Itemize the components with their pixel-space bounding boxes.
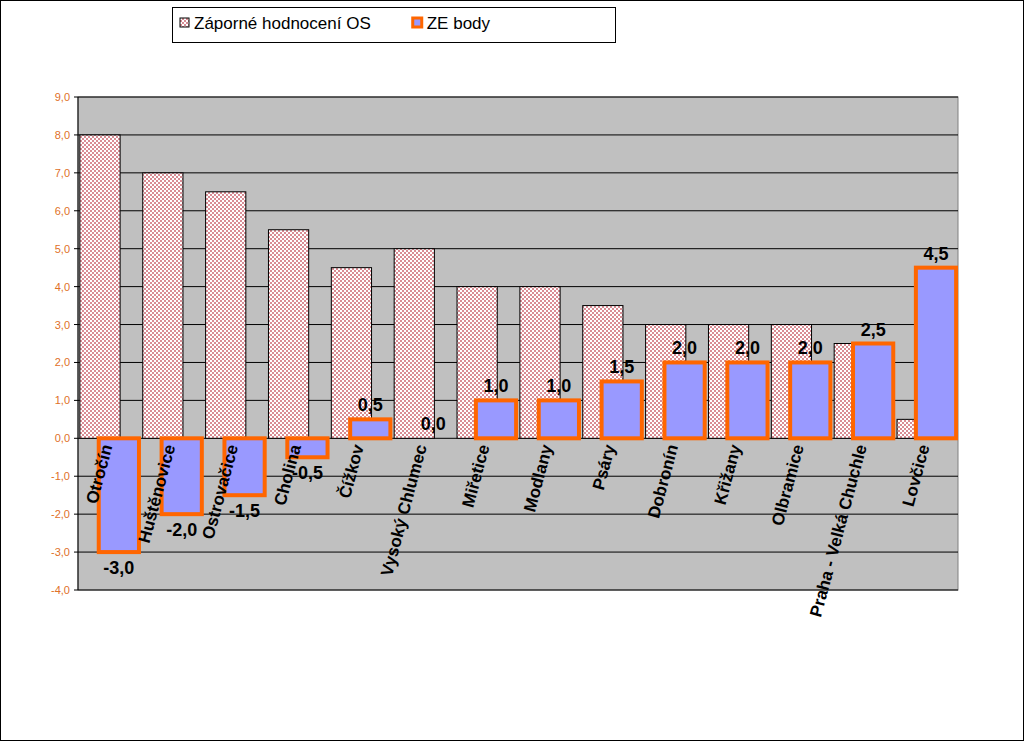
tick-label: 4,0 xyxy=(55,281,70,293)
bar xyxy=(413,436,453,440)
data-label: 0,5 xyxy=(358,395,383,415)
data-label: 2,0 xyxy=(735,338,760,358)
tick-label: -3,0 xyxy=(51,546,70,558)
bar xyxy=(602,381,642,438)
category-label: Modlany xyxy=(520,442,556,514)
plot-area xyxy=(78,97,958,590)
bar xyxy=(727,362,767,438)
data-label: 1,5 xyxy=(609,357,634,377)
tick xyxy=(74,552,78,553)
data-label: 2,0 xyxy=(672,338,697,358)
data-label: 1,0 xyxy=(546,376,571,396)
data-label: -1,5 xyxy=(229,501,260,521)
data-label: 2,0 xyxy=(798,338,823,358)
category-label: Cholina xyxy=(271,442,306,508)
tick-label: 0,0 xyxy=(55,432,70,444)
category-label: Praha - Velká Chuchle xyxy=(806,442,870,619)
bar xyxy=(539,400,579,438)
y-axis xyxy=(78,97,79,590)
tick xyxy=(74,590,78,591)
bar xyxy=(80,135,120,438)
tick xyxy=(74,514,78,515)
category-label: Dobronín xyxy=(644,442,682,520)
bar xyxy=(394,249,434,439)
data-label: -3,0 xyxy=(103,558,134,578)
bar xyxy=(853,344,893,439)
tick-label: -4,0 xyxy=(51,584,70,596)
bar xyxy=(268,230,308,439)
tick xyxy=(74,400,78,401)
bar xyxy=(143,173,183,438)
legend-label: ZE body xyxy=(427,14,491,33)
category-label: Otročín xyxy=(82,442,116,505)
tick-label: 3,0 xyxy=(55,319,70,331)
category-label: Lovčice xyxy=(899,442,934,508)
tick xyxy=(74,324,78,325)
legend-swatch xyxy=(180,18,189,27)
grid-line xyxy=(78,134,958,135)
frame xyxy=(1,1,1024,741)
tick-label: 7,0 xyxy=(55,167,70,179)
grid-line xyxy=(78,476,958,477)
tick xyxy=(74,134,78,135)
bar xyxy=(790,362,830,438)
tick xyxy=(74,210,78,211)
tick xyxy=(74,286,78,287)
tick-label: 2,0 xyxy=(55,356,70,368)
bar xyxy=(664,362,704,438)
tick-label: 6,0 xyxy=(55,205,70,217)
legend-swatch xyxy=(413,18,422,27)
data-label: -2,0 xyxy=(166,520,197,540)
tick-label: 5,0 xyxy=(55,243,70,255)
legend: Záporné hodnocení OS ZE body xyxy=(173,8,616,43)
tick xyxy=(74,248,78,249)
category-label: Huštěnovice xyxy=(135,442,180,545)
grid-line xyxy=(78,172,958,173)
tick xyxy=(74,362,78,363)
legend-box xyxy=(173,8,616,43)
category-label: Olbramice xyxy=(768,442,808,527)
tick xyxy=(74,172,78,173)
tick-label: 8,0 xyxy=(55,129,70,141)
tick-label: 1,0 xyxy=(55,394,70,406)
grid-line xyxy=(78,97,958,98)
tick xyxy=(74,438,78,439)
bars xyxy=(80,135,956,552)
bar xyxy=(916,268,956,439)
bar xyxy=(206,192,246,438)
data-label: 1,0 xyxy=(483,376,508,396)
bar xyxy=(476,400,516,438)
tick-label: -1,0 xyxy=(51,470,70,482)
tick-label: 9,0 xyxy=(55,91,70,103)
tick xyxy=(74,97,78,98)
labels: -3,0-2,0-1,5-0,50,50,01,01,01,52,02,02,0… xyxy=(103,244,948,578)
category-label: Křižany xyxy=(711,442,745,507)
data-label: 0,0 xyxy=(421,414,446,434)
category-label: Psáry xyxy=(589,442,619,492)
tick-label: -2,0 xyxy=(51,508,70,520)
data-label: 2,5 xyxy=(861,320,886,340)
category-label: Čížkov xyxy=(335,442,368,500)
category-label: Vysoký Chlumec xyxy=(377,442,430,578)
chart: -4,0 -3,0 -2,0 -1,0 0,0 1,0 2,0 3,0 4,0 5,0 6,0 7,0… xyxy=(0,0,1024,741)
legend-label: Záporné hodnocení OS xyxy=(194,14,371,33)
bar xyxy=(350,419,390,438)
category-label: Miřetice xyxy=(459,442,494,509)
data-label: 4,5 xyxy=(923,244,948,264)
tick xyxy=(74,476,78,477)
category-label: Ostrovačice xyxy=(199,442,243,541)
